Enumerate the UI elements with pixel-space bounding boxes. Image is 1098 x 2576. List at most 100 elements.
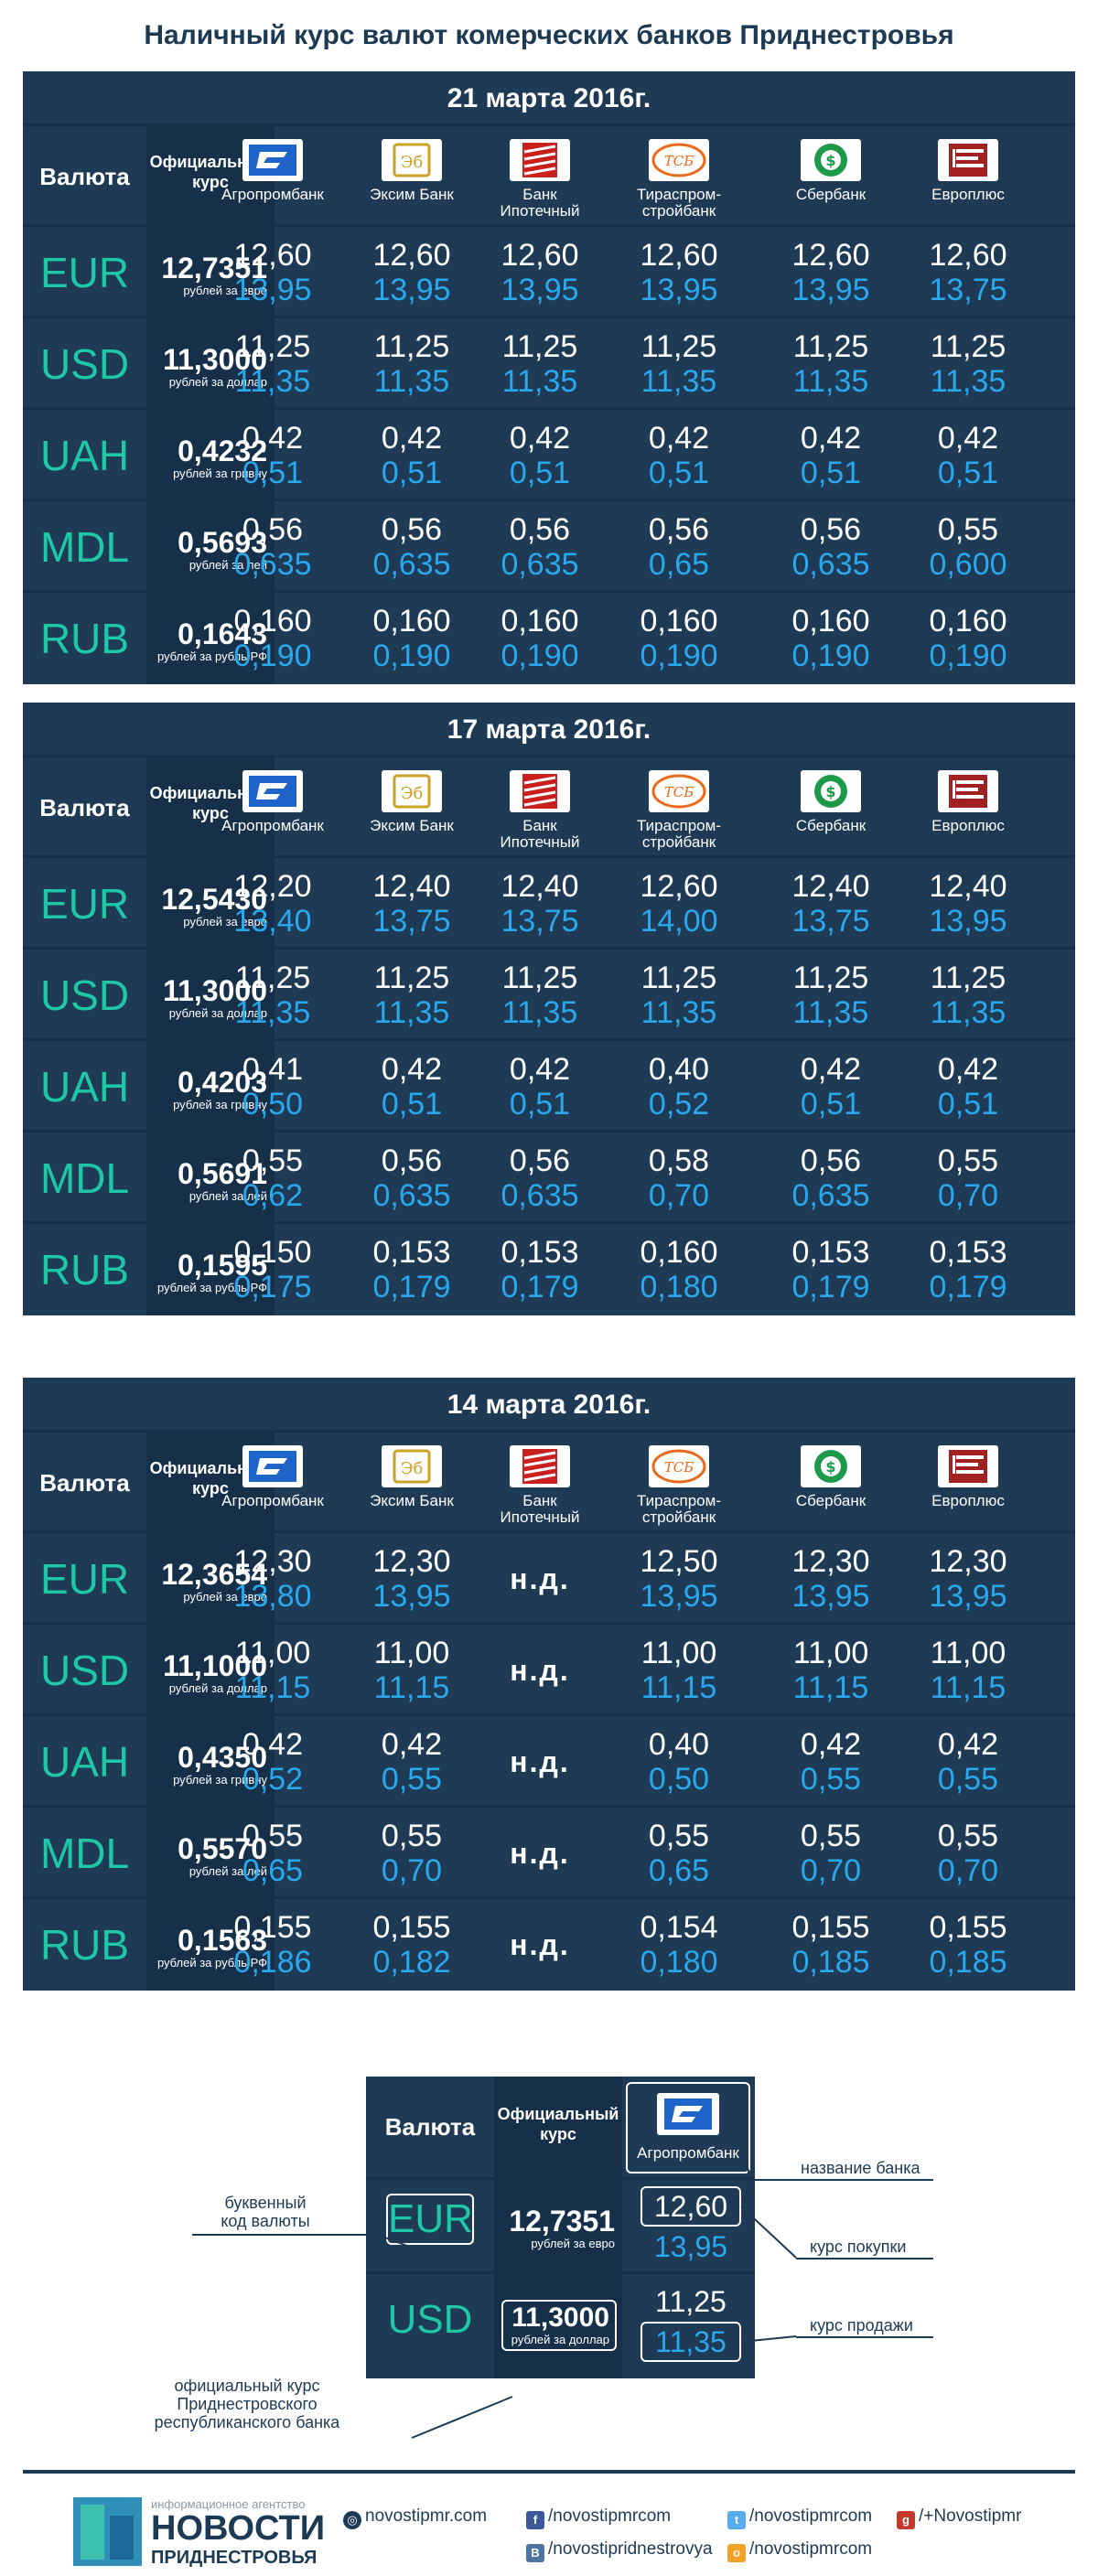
official-rate-unit: рублей за гривну [173, 1773, 267, 1787]
official-rate-value: 0,4203 [178, 1066, 267, 1099]
rate-cell: 0,55 0,70 [762, 1808, 899, 1899]
rate-cell: 0,56 0,635 [762, 1132, 899, 1224]
rate-cell: 0,153 0,179 [471, 1224, 608, 1315]
no-data-label: н.д. [510, 1745, 570, 1778]
footer-googleplus-link[interactable]: g/+Novostipmr [897, 2506, 1021, 2529]
legend-line-sell [796, 2336, 933, 2338]
rate-cell: 11,25 11,35 [471, 950, 608, 1041]
table-row: UAH 0,4203 рублей за гривну 0,41 0,50 0,42 0,5… [23, 1041, 1075, 1132]
rate-cell: 0,42 0,51 [343, 410, 480, 501]
buy-rate: 12,60 [501, 238, 579, 273]
buy-rate: 0,154 [640, 1910, 718, 1945]
official-rate-unit: рублей за гривну [173, 1098, 267, 1111]
table-row: MDL 0,5691 рублей за лей 0,55 0,62 0,56 0,635 0… [23, 1132, 1075, 1224]
table-row: EUR 12,5430 рублей за евро 12,20 13,40 12,40 1… [23, 858, 1075, 950]
sell-rate: 0,635 [372, 547, 451, 582]
footer-ok-link[interactable]: o/novostipmrcom [727, 2539, 872, 2562]
sell-rate: 11,35 [640, 364, 717, 399]
legend-official-line2: курс [540, 2125, 576, 2143]
table-row: UAH 0,4350 рублей за гривну 0,42 0,52 0,42 0,5… [23, 1716, 1075, 1808]
bank-column-header: Эб Эксим Банк [343, 757, 480, 858]
buy-rate: 0,160 [372, 604, 451, 639]
official-rate-cell: 11,1000 рублей за доллар [146, 1625, 274, 1716]
sell-rate: 11,15 [640, 1670, 717, 1705]
sell-rate: 0,51 [800, 456, 862, 490]
rate-cell: 0,155 0,186 [204, 1899, 341, 1991]
buy-rate: 0,42 [648, 421, 710, 456]
rate-cell: 0,160 0,190 [762, 593, 899, 684]
bank-column-header: Агропромбанк [204, 1433, 341, 1533]
official-header-line2: курс [192, 173, 229, 191]
rates-table-1: 21 марта 2016г. Валюта Официальный курс Агро… [23, 71, 1075, 684]
buy-rate: 0,56 [648, 512, 710, 547]
sell-rate: 0,55 [381, 1762, 443, 1797]
buy-rate: 0,40 [648, 1727, 710, 1762]
footer-ok-text: /novostipmrcom [749, 2539, 873, 2559]
rate-cell: 0,42 0,51 [471, 410, 608, 501]
buy-rate: 12,60 [233, 238, 312, 273]
rate-cell: 0,55 0,70 [899, 1808, 1037, 1899]
sell-rate: 13,40 [233, 904, 312, 939]
legend-label-off-2: Приднестровского [177, 2395, 318, 2413]
sell-rate: 11,35 [930, 364, 1006, 399]
legend-usd-buy: 11,25 [655, 2285, 727, 2318]
buy-rate: 0,42 [509, 1052, 571, 1087]
official-rate-unit: рублей за лей [188, 1864, 267, 1878]
table-row: USD 11,1000 рублей за доллар 11,00 11,15 11,0… [23, 1625, 1075, 1716]
rate-cell: 0,160 0,190 [471, 593, 608, 684]
currency-code: RUB [39, 615, 130, 662]
footer-facebook-link[interactable]: f/novostipmrcom [526, 2506, 671, 2529]
footer-vk-link[interactable]: В/novostipridnestrovya [526, 2539, 713, 2562]
buy-rate: 0,42 [937, 1727, 999, 1762]
legend-usd-official-cell: 11,3000 рублей за доллар [494, 2274, 622, 2378]
official-header-line2: курс [192, 804, 229, 822]
buy-rate: 0,150 [233, 1235, 312, 1270]
sell-rate: 11,15 [373, 1670, 450, 1705]
sell-rate: 0,51 [242, 456, 304, 490]
rate-cell: 0,41 0,50 [204, 1041, 341, 1132]
twitter-icon: t [727, 2511, 746, 2529]
rate-cell: 11,25 11,35 [204, 950, 341, 1041]
currency-column-header: Валюта [39, 163, 130, 190]
rate-cell: 11,25 11,35 [471, 318, 608, 410]
bank-name: Тираспром-стройбанк [610, 818, 748, 851]
sell-rate: 13,95 [501, 273, 579, 307]
buy-rate: 12,40 [501, 869, 579, 904]
official-rate-value: 0,1643 [178, 617, 267, 650]
rate-cell: 11,25 11,35 [762, 318, 899, 410]
legend-official-line1: Официальный [497, 2105, 619, 2123]
sell-rate: 0,635 [372, 1178, 451, 1213]
rate-cell: 11,25 11,35 [204, 318, 341, 410]
rate-cell: 12,60 13,75 [899, 227, 1037, 318]
buy-rate: 12,60 [929, 238, 1007, 273]
buy-rate: 0,42 [800, 421, 862, 456]
sell-rate: 11,35 [792, 364, 869, 399]
rate-cell: 0,42 0,51 [762, 410, 899, 501]
page-title: Наличный курс валют комерческих банков П… [144, 20, 954, 50]
rate-cell: н.д. [471, 1716, 608, 1808]
buy-rate: 0,40 [648, 1052, 710, 1087]
rate-cell: 0,153 0,179 [762, 1224, 899, 1315]
sell-rate: 0,180 [640, 1270, 718, 1304]
sell-rate: 0,50 [242, 1087, 304, 1122]
sell-rate: 0,65 [648, 1853, 710, 1888]
footer-site-link[interactable]: ◎ novostipmr.com [343, 2506, 487, 2529]
legend-label-official: официальный курс Приднестровского респуб… [119, 2377, 375, 2431]
sell-rate: 0,70 [381, 1853, 443, 1888]
official-rate-value: 12,3654 [161, 1558, 267, 1591]
bank-column-header: $ Сбербанк [762, 757, 899, 858]
official-rate-column-header: Официальный курс [146, 757, 274, 858]
bank-name-line1: Европлюс [931, 1492, 1005, 1509]
legend-official-header: Официальный курс [494, 2077, 622, 2177]
bank-column-header: Европлюс [899, 757, 1037, 858]
table-row: UAH 0,4232 рублей за гривну 0,42 0,51 0,42 0,5… [23, 410, 1075, 501]
official-rate-value: 0,1595 [178, 1249, 267, 1282]
sell-rate: 0,190 [372, 639, 451, 673]
sell-rate: 0,179 [501, 1270, 579, 1304]
sell-rate: 0,635 [233, 547, 312, 582]
official-rate-value: 12,7351 [161, 252, 267, 284]
buy-rate: 0,55 [937, 1819, 999, 1853]
sell-rate: 0,70 [937, 1178, 999, 1213]
footer-twitter-link[interactable]: t/novostipmrcom [727, 2506, 872, 2529]
official-rate-unit: рублей за гривну [173, 467, 267, 480]
